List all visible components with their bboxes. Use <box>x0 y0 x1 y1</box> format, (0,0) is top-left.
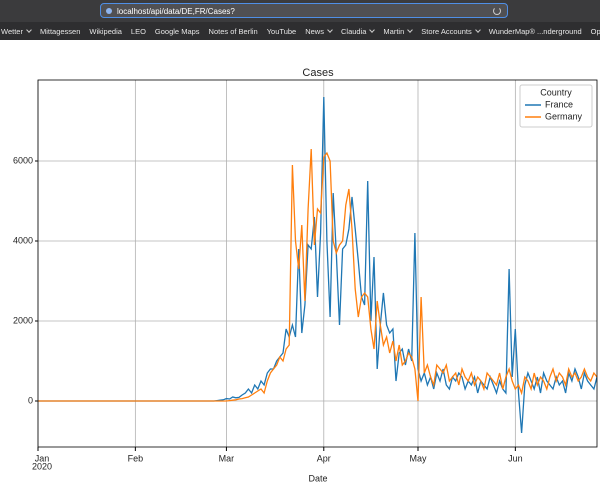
x-tick-label: Feb <box>128 453 144 463</box>
bookmark[interactable]: Google Maps <box>154 26 200 36</box>
bookmark[interactable]: Claudia <box>341 27 374 36</box>
bookmark[interactable]: LEO <box>130 26 146 36</box>
y-tick-label: 4000 <box>13 235 33 245</box>
x-tick-label: Apr <box>317 453 331 463</box>
address-bar[interactable]: localhost/api/data/DE,FR/Cases? <box>100 3 508 18</box>
bookmark[interactable]: News <box>305 27 332 36</box>
x-tick-label: May <box>409 453 427 463</box>
bookmark[interactable]: Wetter <box>1 27 31 36</box>
bookmark[interactable]: Mittagessen <box>39 26 81 36</box>
y-tick-label: 2000 <box>13 315 33 325</box>
legend-label: France <box>545 99 573 109</box>
legend-label: Germany <box>545 111 583 121</box>
chart: Cases Date 2020 0 2000 4000 6000 Jan Feb Mar Ap… <box>13 67 598 483</box>
bookmark[interactable]: Notes of Berlin <box>208 26 258 36</box>
x-tick-label: Mar <box>219 453 235 463</box>
bookmark[interactable]: Operating sys <box>590 26 600 36</box>
x-tick-label: Jan <box>35 453 50 463</box>
x-tick-label: Jun <box>508 453 523 463</box>
x-year-label: 2020 <box>32 461 52 471</box>
y-tick-label: 6000 <box>13 155 33 165</box>
bookmark[interactable]: YouTube <box>266 26 297 36</box>
browser-toolbar: localhost/api/data/DE,FR/Cases? <box>0 0 600 22</box>
series-line <box>38 148 597 402</box>
bookmark[interactable]: Martin <box>383 27 412 36</box>
y-tick-label: 0 <box>28 395 33 405</box>
axes-frame <box>37 79 598 448</box>
bookmark[interactable]: Wikipedia <box>89 26 122 36</box>
x-axis-label: Date <box>308 473 327 483</box>
reload-button[interactable] <box>493 7 501 15</box>
bookmarks-bar: Wetter Mittagessen Wikipedia LEO Google Maps… <box>0 22 600 40</box>
bookmark[interactable]: Store Accounts <box>421 27 479 36</box>
chart-title: Cases <box>302 67 334 79</box>
legend-title: Country <box>540 87 572 97</box>
site-icon <box>106 8 112 14</box>
url-text: localhost/api/data/DE,FR/Cases? <box>117 7 235 16</box>
bookmark[interactable]: WunderMap® ...nderground <box>488 26 582 36</box>
